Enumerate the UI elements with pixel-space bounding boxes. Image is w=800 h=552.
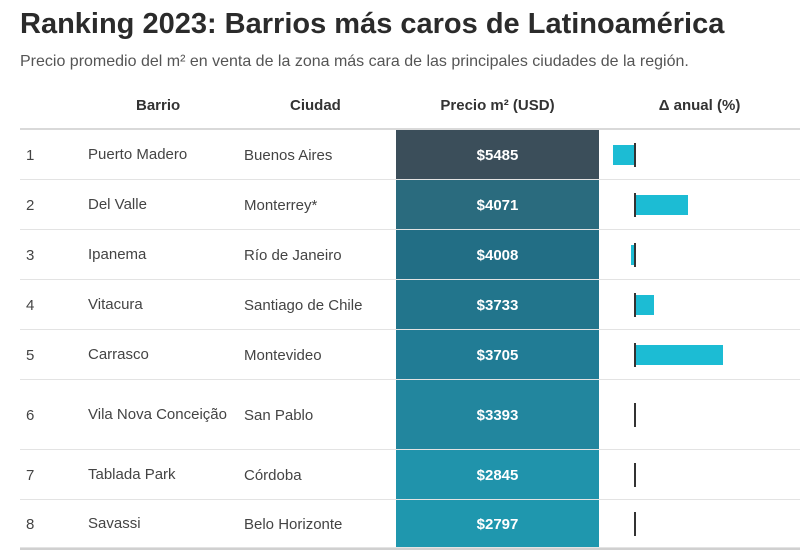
barrio-cell: Savassi bbox=[88, 515, 141, 532]
precio-cell: $4008 bbox=[396, 230, 599, 280]
delta-cell bbox=[599, 180, 800, 230]
barrio-cell: Carrasco bbox=[88, 346, 149, 363]
table-row: 5 Carrasco Montevideo $3705 bbox=[20, 330, 800, 380]
barrio-cell: Ipanema bbox=[88, 246, 147, 263]
delta-cell bbox=[599, 500, 800, 548]
row-divider bbox=[20, 279, 800, 280]
table-row: 3 Ipanema Río de Janeiro $4008 bbox=[20, 230, 800, 280]
table-row: 1 Puerto Madero Buenos Aires $5485 bbox=[20, 130, 800, 180]
row-divider bbox=[20, 547, 800, 548]
ciudad-cell: Monterrey* bbox=[244, 196, 318, 214]
precio-cell: $2845 bbox=[396, 450, 599, 500]
ciudad-cell: Río de Janeiro bbox=[244, 246, 342, 264]
precio-cell: $3393 bbox=[396, 380, 599, 450]
chart-title: Ranking 2023: Barrios más caros de Latin… bbox=[20, 8, 725, 40]
delta-bar bbox=[635, 195, 688, 215]
chart-subtitle: Precio promedio del m² en venta de la zo… bbox=[20, 53, 689, 70]
delta-axis-line bbox=[634, 512, 636, 536]
table-row: 2 Del Valle Monterrey* $4071 bbox=[20, 180, 800, 230]
rank-cell: 1 bbox=[26, 146, 35, 164]
precio-cell: $3705 bbox=[396, 330, 599, 380]
delta-cell bbox=[599, 450, 800, 500]
ciudad-cell: Montevideo bbox=[244, 346, 322, 364]
delta-bar bbox=[631, 245, 635, 265]
precio-cell: $4071 bbox=[396, 180, 599, 230]
barrio-cell: Tablada Park bbox=[88, 466, 176, 483]
rank-cell: 4 bbox=[26, 296, 35, 314]
row-divider bbox=[20, 499, 800, 500]
barrio-cell: Vitacura bbox=[88, 296, 143, 313]
delta-axis-line bbox=[634, 143, 636, 167]
delta-bar bbox=[612, 145, 635, 165]
row-divider bbox=[20, 379, 800, 380]
rank-cell: 6 bbox=[26, 406, 35, 424]
row-divider bbox=[20, 449, 800, 450]
barrio-cell: Puerto Madero bbox=[88, 146, 188, 163]
rank-cell: 7 bbox=[26, 466, 35, 484]
column-header-delta: Δ anual (%) bbox=[658, 97, 741, 114]
rank-cell: 5 bbox=[26, 346, 35, 364]
precio-cell: $3733 bbox=[396, 280, 599, 330]
row-divider bbox=[20, 329, 800, 330]
delta-axis-line bbox=[634, 463, 636, 487]
column-header-barrio: Barrio bbox=[136, 97, 181, 114]
barrio-cell: Del Valle bbox=[88, 196, 147, 213]
delta-cell bbox=[599, 380, 800, 450]
precio-cell: $5485 bbox=[396, 130, 599, 180]
delta-axis-line bbox=[634, 193, 636, 217]
rank-cell: 8 bbox=[26, 515, 35, 533]
delta-axis-line bbox=[634, 243, 636, 267]
delta-axis-line bbox=[634, 293, 636, 317]
delta-axis-line bbox=[634, 403, 636, 427]
delta-bar bbox=[635, 295, 654, 315]
delta-cell bbox=[599, 330, 800, 380]
table-bottom-border bbox=[20, 548, 800, 550]
delta-cell bbox=[599, 280, 800, 330]
table-row: 6 Vila Nova Conceição San Pablo $3393 bbox=[20, 380, 800, 450]
ciudad-cell: Córdoba bbox=[244, 466, 302, 484]
delta-cell bbox=[599, 230, 800, 280]
ciudad-cell: San Pablo bbox=[244, 406, 314, 424]
column-header-precio: Precio m² (USD) bbox=[440, 97, 555, 114]
delta-cell bbox=[599, 130, 800, 180]
delta-axis-line bbox=[634, 343, 636, 367]
delta-bar bbox=[635, 345, 723, 365]
header-divider bbox=[20, 128, 800, 130]
precio-cell: $2797 bbox=[396, 500, 599, 548]
row-divider bbox=[20, 179, 800, 180]
table-row: 4 Vitacura Santiago de Chile $3733 bbox=[20, 280, 800, 330]
rank-cell: 2 bbox=[26, 196, 35, 214]
rank-cell: 3 bbox=[26, 246, 35, 264]
barrio-cell: Vila Nova Conceição bbox=[88, 406, 227, 423]
ciudad-cell: Santiago de Chile bbox=[244, 296, 363, 314]
row-divider bbox=[20, 229, 800, 230]
table-row: 8 Savassi Belo Horizonte $2797 bbox=[20, 500, 800, 548]
column-header-ciudad: Ciudad bbox=[290, 97, 341, 114]
ciudad-cell: Buenos Aires bbox=[244, 146, 333, 164]
ciudad-cell: Belo Horizonte bbox=[244, 515, 343, 533]
table-row: 7 Tablada Park Córdoba $2845 bbox=[20, 450, 800, 500]
